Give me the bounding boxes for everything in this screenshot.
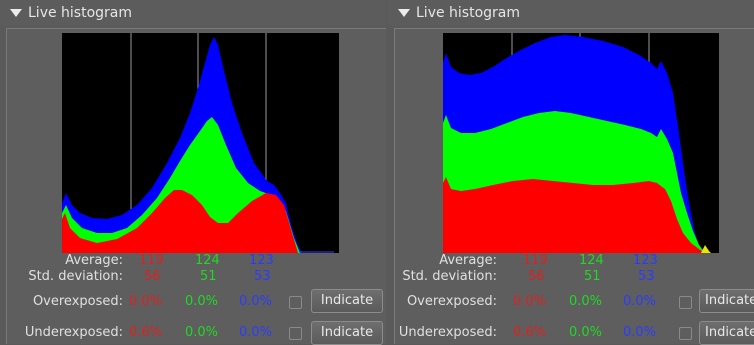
std-blue-value: 53 — [254, 269, 271, 284]
std-deviation-row: Std. deviation: 56 51 53 — [7, 269, 387, 285]
underexposed-label: Underexposed: — [24, 325, 123, 340]
histogram-panel-right: Live histogram Average: 119 124 123 Std.… — [388, 0, 754, 345]
histogram-red-channel — [443, 177, 705, 253]
collapse-triangle-icon[interactable] — [398, 9, 410, 17]
overexposed-indicate-checkbox[interactable] — [679, 296, 692, 309]
histogram-svg — [443, 33, 719, 253]
average-label: Average: — [439, 253, 497, 268]
overexposed-blue-value: 0.0% — [239, 294, 273, 309]
average-green-value: 124 — [195, 253, 220, 268]
histogram-plot — [443, 33, 719, 253]
collapse-triangle-icon[interactable] — [10, 9, 22, 17]
overexposed-green-value: 0.0% — [185, 294, 219, 309]
underexposed-row: Underexposed: 0.6% 0.0% 0.0% — [395, 325, 754, 341]
average-red-value: 119 — [139, 253, 164, 268]
overexposed-indicate-button[interactable]: Indicate — [699, 289, 754, 313]
average-label: Average: — [65, 253, 123, 268]
std-green-value: 51 — [200, 269, 217, 284]
panel-body: Average: 119 124 123 Std. deviation: 56 … — [394, 28, 754, 345]
underexposed-row: Underexposed: 0.6% 0.0% 0.0% — [7, 325, 387, 341]
underexposed-label: Underexposed: — [398, 325, 497, 340]
histogram-red-channel — [62, 190, 298, 253]
std-blue-value: 53 — [638, 269, 655, 284]
underexposed-green-value: 0.0% — [185, 325, 219, 340]
underexposed-red-value: 0.6% — [129, 325, 163, 340]
overexposed-indicate-checkbox[interactable] — [289, 296, 302, 309]
histogram-panel-left: Live histogram Average: 119 124 123 Std.… — [0, 0, 387, 345]
panel-title: Live histogram — [28, 5, 133, 21]
underexposed-indicate-checkbox[interactable] — [289, 327, 302, 340]
average-row: Average: 119 124 123 — [395, 253, 754, 269]
underexposed-red-value: 0.6% — [513, 325, 547, 340]
overexposed-row: Overexposed: 0.0% 0.0% 0.0% — [7, 294, 387, 310]
overexposed-label: Overexposed: — [406, 294, 497, 309]
average-green-value: 124 — [579, 253, 604, 268]
std-red-value: 56 — [528, 269, 545, 284]
overexposed-label: Overexposed: — [32, 294, 123, 309]
std-deviation-row: Std. deviation: 56 51 53 — [395, 269, 754, 285]
std-deviation-label: Std. deviation: — [28, 269, 123, 284]
overexposed-row: Overexposed: 0.0% 0.0% 0.0% — [395, 294, 754, 310]
overexposed-indicate-button[interactable]: Indicate — [311, 289, 383, 313]
average-blue-value: 123 — [633, 253, 658, 268]
underexposed-indicate-button[interactable]: Indicate — [699, 321, 754, 345]
panel-title: Live histogram — [416, 5, 521, 21]
underexposed-indicate-button[interactable]: Indicate — [311, 321, 383, 345]
panel-header[interactable]: Live histogram — [388, 0, 754, 26]
underexposed-blue-value: 0.0% — [239, 325, 273, 340]
average-row: Average: 119 124 123 — [7, 253, 387, 269]
underexposed-indicate-checkbox[interactable] — [679, 327, 692, 340]
overexposed-red-value: 0.0% — [129, 294, 163, 309]
average-blue-value: 123 — [249, 253, 274, 268]
overexposed-blue-value: 0.0% — [623, 294, 657, 309]
average-red-value: 119 — [523, 253, 548, 268]
std-green-value: 51 — [584, 269, 601, 284]
panel-body: Average: 119 124 123 Std. deviation: 56 … — [6, 28, 387, 345]
overexposed-red-value: 0.0% — [513, 294, 547, 309]
std-deviation-label: Std. deviation: — [402, 269, 497, 284]
std-red-value: 56 — [144, 269, 161, 284]
histogram-highlight-tail — [701, 245, 711, 253]
histogram-plot — [62, 33, 339, 253]
underexposed-blue-value: 0.0% — [623, 325, 657, 340]
underexposed-green-value: 0.0% — [569, 325, 603, 340]
overexposed-green-value: 0.0% — [569, 294, 603, 309]
panel-header[interactable]: Live histogram — [0, 0, 386, 26]
histogram-svg — [62, 33, 339, 253]
